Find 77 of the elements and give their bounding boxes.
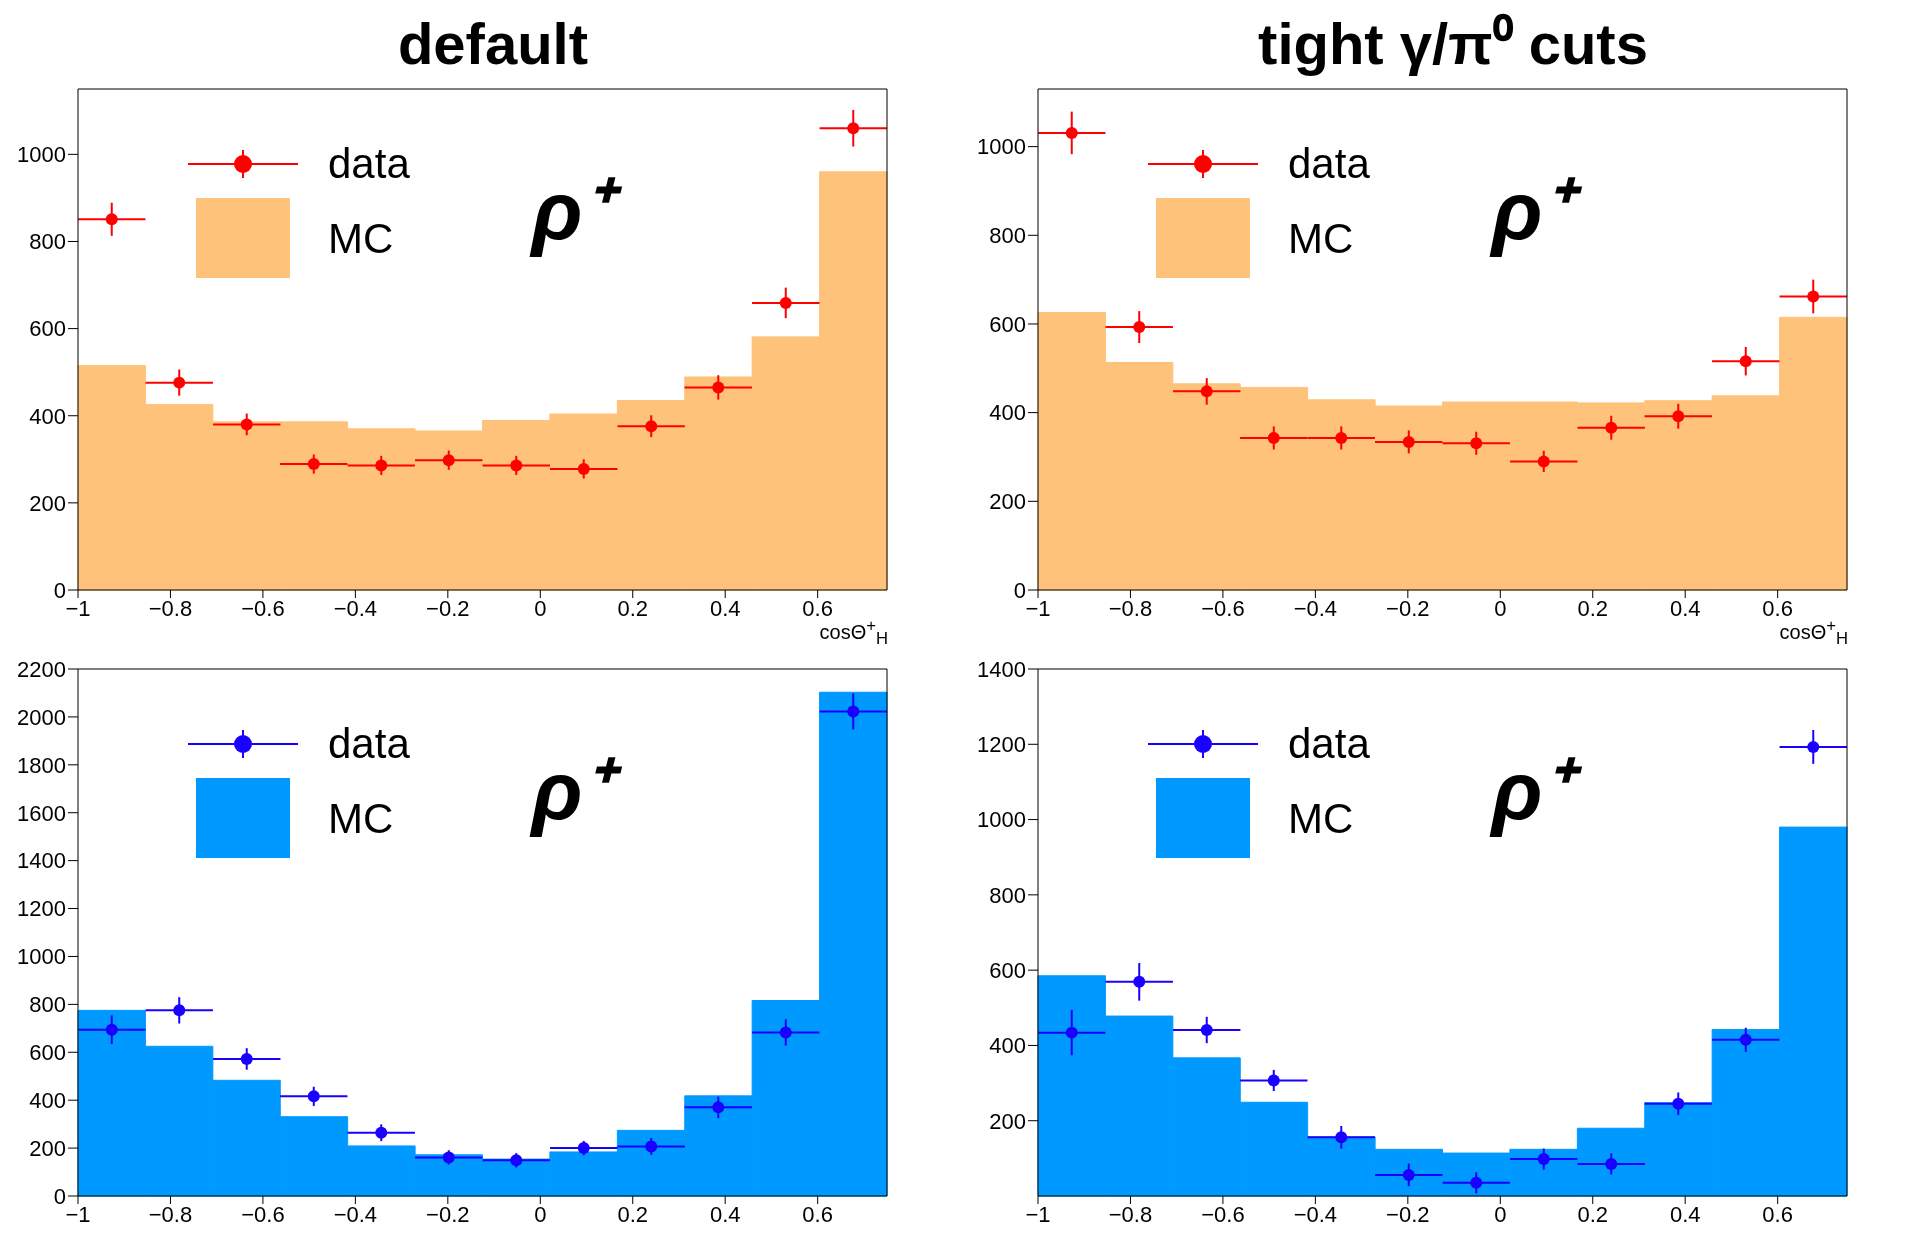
y-tick-label: 800 xyxy=(989,223,1026,249)
y-tick-label: 1200 xyxy=(977,732,1026,758)
x-tick-label: 0.6 xyxy=(1762,1201,1793,1227)
legend-label: MC xyxy=(1288,794,1354,843)
legend-label: data xyxy=(328,140,410,188)
y-tick-label: 0 xyxy=(53,577,66,603)
x-tick-label: −0.6 xyxy=(1201,1201,1245,1227)
x-tick-label: 0.6 xyxy=(1762,595,1793,621)
y-tick-label: 400 xyxy=(29,403,66,429)
y-tick-label: 800 xyxy=(989,882,1026,908)
y-tick-label: 1000 xyxy=(17,142,66,168)
x-tick-label: −0.4 xyxy=(333,595,378,621)
x-tick-label: −0.4 xyxy=(1293,595,1338,621)
x-tick-label: −0.8 xyxy=(1108,1201,1153,1227)
y-tick-label: 200 xyxy=(989,489,1026,515)
x-tick-label: −0.6 xyxy=(241,595,285,621)
legend-label: data xyxy=(328,720,410,768)
x-tick-label: −0.8 xyxy=(1108,595,1153,621)
x-tick-label: −1 xyxy=(1025,1201,1051,1227)
y-tick-label: 200 xyxy=(29,490,66,516)
x-tick-label: −1 xyxy=(65,595,91,621)
x-tick-label: −0.4 xyxy=(333,1201,378,1227)
chart-title: default xyxy=(396,10,590,78)
y-tick-label: 200 xyxy=(989,1108,1026,1134)
y-tick-label: 800 xyxy=(29,992,66,1018)
x-tick-label: −0.2 xyxy=(426,1201,470,1227)
x-tick-label: −1 xyxy=(65,1201,91,1227)
legend-label: MC xyxy=(328,214,394,263)
y-tick-label: 600 xyxy=(29,1040,66,1066)
legend-label: MC xyxy=(328,794,394,843)
x-tick-label: −0.2 xyxy=(426,595,470,621)
x-tick-label: 0.4 xyxy=(1669,1201,1701,1227)
x-tick-label: 0.4 xyxy=(709,1201,741,1227)
y-tick-label: 1600 xyxy=(17,800,66,826)
y-tick-label: 400 xyxy=(989,1033,1026,1059)
y-tick-label: 1200 xyxy=(17,896,66,922)
x-tick-label: 0 xyxy=(534,595,547,621)
y-tick-label: 1000 xyxy=(977,807,1026,833)
x-tick-label: −0.2 xyxy=(1386,1201,1430,1227)
x-tick-label: −0.2 xyxy=(1386,595,1430,621)
y-tick-label: 600 xyxy=(989,311,1026,337)
x-tick-label: 0.2 xyxy=(1577,595,1609,621)
chart-title: tight γ/π⁰ cuts xyxy=(1257,10,1649,78)
x-tick-label: 0.2 xyxy=(1577,1201,1609,1227)
y-tick-label: 1400 xyxy=(17,848,66,874)
y-tick-label: 400 xyxy=(989,400,1026,426)
y-tick-label: 600 xyxy=(989,957,1026,983)
x-tick-label: 0.2 xyxy=(617,1201,649,1227)
y-tick-label: 0 xyxy=(53,1183,66,1209)
legend-label: data xyxy=(1288,720,1370,768)
x-tick-label: −0.6 xyxy=(1201,595,1245,621)
x-tick-label: 0.6 xyxy=(802,595,833,621)
x-tick-label: 0.4 xyxy=(1669,595,1701,621)
x-tick-label: −1 xyxy=(1025,595,1051,621)
x-tick-label: 0.4 xyxy=(709,595,741,621)
y-tick-label: 1000 xyxy=(977,134,1026,160)
x-tick-label: 0 xyxy=(534,1201,547,1227)
x-tick-label: 0.2 xyxy=(617,595,649,621)
x-tick-label: −0.6 xyxy=(241,1201,285,1227)
y-tick-label: 1000 xyxy=(17,944,66,970)
y-tick-label: 1400 xyxy=(977,656,1026,682)
y-tick-label: 0 xyxy=(1013,577,1026,603)
x-tick-label: 0.6 xyxy=(802,1201,833,1227)
x-tick-label: −0.8 xyxy=(148,1201,193,1227)
y-tick-label: 1800 xyxy=(17,752,66,778)
x-tick-label: 0 xyxy=(1494,1201,1507,1227)
x-tick-label: −0.8 xyxy=(148,595,193,621)
x-tick-label: 0 xyxy=(1494,595,1507,621)
y-tick-label: 2000 xyxy=(17,704,66,730)
y-tick-label: 600 xyxy=(29,316,66,342)
y-tick-label: 400 xyxy=(29,1087,66,1113)
legend-label: data xyxy=(1288,140,1370,188)
y-tick-label: 800 xyxy=(29,229,66,255)
x-tick-label: −0.4 xyxy=(1293,1201,1338,1227)
y-tick-label: 2200 xyxy=(17,656,66,682)
legend-label: MC xyxy=(1288,214,1354,263)
y-tick-label: 200 xyxy=(29,1135,66,1161)
